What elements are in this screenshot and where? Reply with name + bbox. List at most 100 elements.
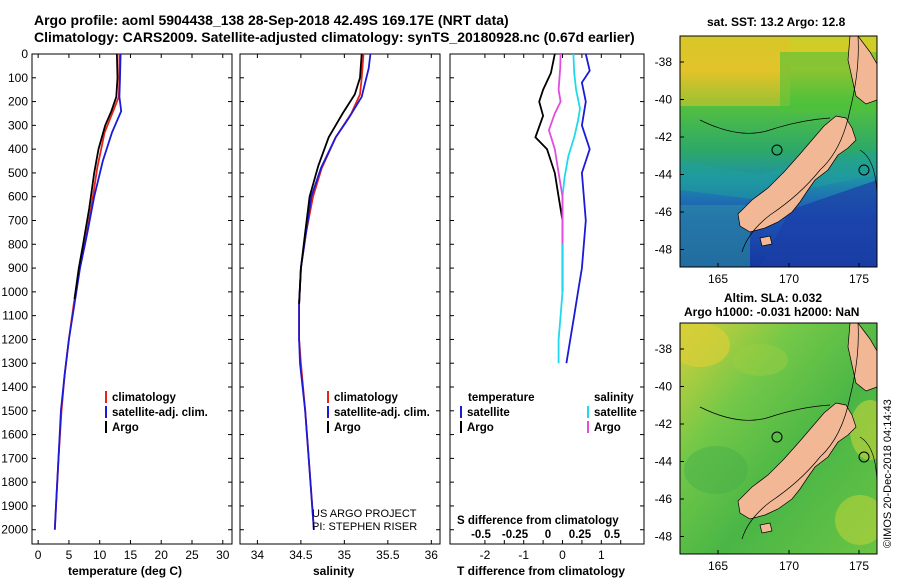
difference-series bbox=[534, 53, 591, 364]
y-tick-label: 600 bbox=[8, 190, 28, 204]
difference-legend: temperature satellite Argo salinity sate… bbox=[460, 392, 637, 434]
argo-location-marker bbox=[771, 144, 783, 156]
legend-argo: Argo bbox=[334, 422, 361, 434]
map-y-tick-label: -44 bbox=[655, 168, 673, 182]
sst-map-title: sat. SST: 13.2 Argo: 12.8 bbox=[707, 15, 846, 29]
legend-climatology: climatology bbox=[334, 392, 399, 404]
map-y-tick-label: -38 bbox=[655, 55, 673, 69]
header-line-1: Argo profile: aoml 5904438_138 28-Sep-20… bbox=[34, 12, 509, 28]
legend-argo: Argo bbox=[112, 422, 139, 434]
y-tick-label: 500 bbox=[8, 166, 28, 180]
map-y-tick-label: -48 bbox=[655, 243, 673, 257]
legend-climatology: climatology bbox=[112, 392, 177, 404]
legend-salinity-title: salinity bbox=[594, 392, 634, 404]
depth-axis: 0 100 200 300 400 500 600 700 800 900 1000 1100 1200… bbox=[1, 47, 644, 537]
map-x-tick-label: 170 bbox=[779, 559, 799, 573]
salinity-legend: climatology satellite-adj. clim. Argo bbox=[327, 391, 430, 434]
y-tick-label: 400 bbox=[8, 142, 28, 156]
map-y-tick-label: -46 bbox=[655, 205, 673, 219]
x-tick-label: 5 bbox=[66, 548, 73, 562]
y-tick-label: 1300 bbox=[1, 356, 28, 370]
sla-map-title-2: Argo h1000: -0.031 h2000: NaN bbox=[684, 305, 859, 319]
y-tick-label: 100 bbox=[8, 71, 28, 85]
sla-map-title-1: Altim. SLA: 0.032 bbox=[724, 291, 822, 305]
legend-temp-satellite: satellite bbox=[467, 407, 510, 419]
temperature-plot-frame bbox=[31, 53, 233, 545]
x-tick-label: 30 bbox=[216, 548, 230, 562]
land-stewart-island bbox=[759, 522, 773, 534]
secondary-tick-label: 0.5 bbox=[604, 529, 621, 541]
x-tick-label: 34.5 bbox=[289, 548, 313, 562]
legend-satellite: satellite-adj. clim. bbox=[334, 407, 430, 419]
series-satellite-adj-clim- bbox=[298, 53, 372, 530]
legend-temp-argo: Argo bbox=[467, 422, 494, 434]
x-tick-label: 0 bbox=[35, 548, 42, 562]
map-x-tick-label: 175 bbox=[849, 272, 869, 286]
land-north-island bbox=[847, 323, 877, 392]
difference-plot-frame bbox=[449, 53, 645, 545]
y-tick-label: 800 bbox=[8, 237, 28, 251]
secondary-xlabel: S difference from climatology bbox=[457, 515, 619, 527]
sst-map bbox=[680, 36, 877, 267]
map-x-tick-label: 170 bbox=[779, 272, 799, 286]
salinity-series bbox=[298, 53, 372, 530]
x-tick-label: 0 bbox=[559, 548, 566, 562]
map-y-tick-label: -44 bbox=[655, 455, 673, 469]
x-tick-label: 20 bbox=[155, 548, 169, 562]
sst-map-axes: -38 -40 -42 -44 -46 -48 165 170 175 bbox=[655, 55, 870, 286]
salinity-plot-frame bbox=[239, 53, 441, 545]
sla-map bbox=[680, 323, 877, 554]
y-tick-label: 1600 bbox=[1, 428, 28, 442]
salinity-xlabel: salinity bbox=[313, 564, 355, 578]
y-tick-label: 1400 bbox=[1, 380, 28, 394]
x-tick-label: 34 bbox=[251, 548, 265, 562]
x-tick-label: -1 bbox=[518, 548, 529, 562]
map-x-tick-label: 175 bbox=[849, 559, 869, 573]
series-argo bbox=[73, 53, 119, 300]
difference-xlabel: T difference from climatology bbox=[457, 564, 625, 578]
y-tick-label: 1200 bbox=[1, 332, 28, 346]
map-y-tick-label: -40 bbox=[655, 380, 673, 394]
legend-satellite: satellite-adj. clim. bbox=[112, 407, 208, 419]
y-tick-label: 1700 bbox=[1, 451, 28, 465]
argo-location-marker bbox=[771, 431, 783, 443]
x-tick-label: 25 bbox=[185, 548, 199, 562]
secondary-tick-label: 0.25 bbox=[569, 529, 592, 541]
map-y-tick-label: -48 bbox=[655, 530, 673, 544]
y-tick-label: 2000 bbox=[1, 523, 28, 537]
credit-project: US ARGO PROJECT bbox=[312, 508, 417, 520]
y-tick-label: 200 bbox=[8, 95, 28, 109]
map-y-tick-label: -40 bbox=[655, 93, 673, 107]
series-satellite-adj-clim- bbox=[53, 53, 123, 530]
x-tick-label: 1 bbox=[598, 548, 605, 562]
y-tick-label: 900 bbox=[8, 261, 28, 275]
secondary-ticks: -0.5 -0.25 0 0.25 0.5 bbox=[471, 529, 621, 541]
land-stewart-island bbox=[759, 235, 773, 247]
series-climatology bbox=[53, 54, 121, 530]
series-argo bbox=[298, 53, 363, 304]
y-tick-label: 1500 bbox=[1, 404, 28, 418]
land-south-island bbox=[737, 402, 857, 520]
series-temperature-satellite bbox=[565, 53, 591, 364]
land-south-island bbox=[737, 115, 857, 233]
x-tick-label: 35 bbox=[338, 548, 352, 562]
map-y-tick-label: -38 bbox=[655, 342, 673, 356]
temperature-series bbox=[53, 53, 123, 530]
x-tick-label: 36 bbox=[425, 548, 439, 562]
x-tick-label: 35.5 bbox=[376, 548, 400, 562]
reference-marker bbox=[858, 164, 870, 176]
y-tick-label: 0 bbox=[21, 47, 28, 61]
map-y-tick-label: -46 bbox=[655, 492, 673, 506]
y-tick-label: 1900 bbox=[1, 499, 28, 513]
series-salinity-argo bbox=[547, 53, 564, 245]
sla-map-axes: -38 -40 -42 -44 -46 -48 165 170 175 bbox=[655, 342, 870, 573]
credit-timestamp: ©IMOS 20-Dec-2018 04:14:43 bbox=[882, 399, 894, 548]
header-line-2: Climatology: CARS2009. Satellite-adjuste… bbox=[34, 29, 635, 45]
legend-sal-argo: Argo bbox=[594, 422, 621, 434]
temperature-legend: climatology satellite-adj. clim. Argo bbox=[105, 391, 208, 434]
y-tick-label: 1100 bbox=[2, 309, 28, 323]
secondary-tick-label: -0.5 bbox=[471, 529, 491, 541]
secondary-tick-label: -0.25 bbox=[502, 529, 529, 541]
x-axes: 0 5 10 15 20 25 30 34 34.5 35 35.5 36 -2 -1 0 1 bbox=[35, 54, 622, 562]
